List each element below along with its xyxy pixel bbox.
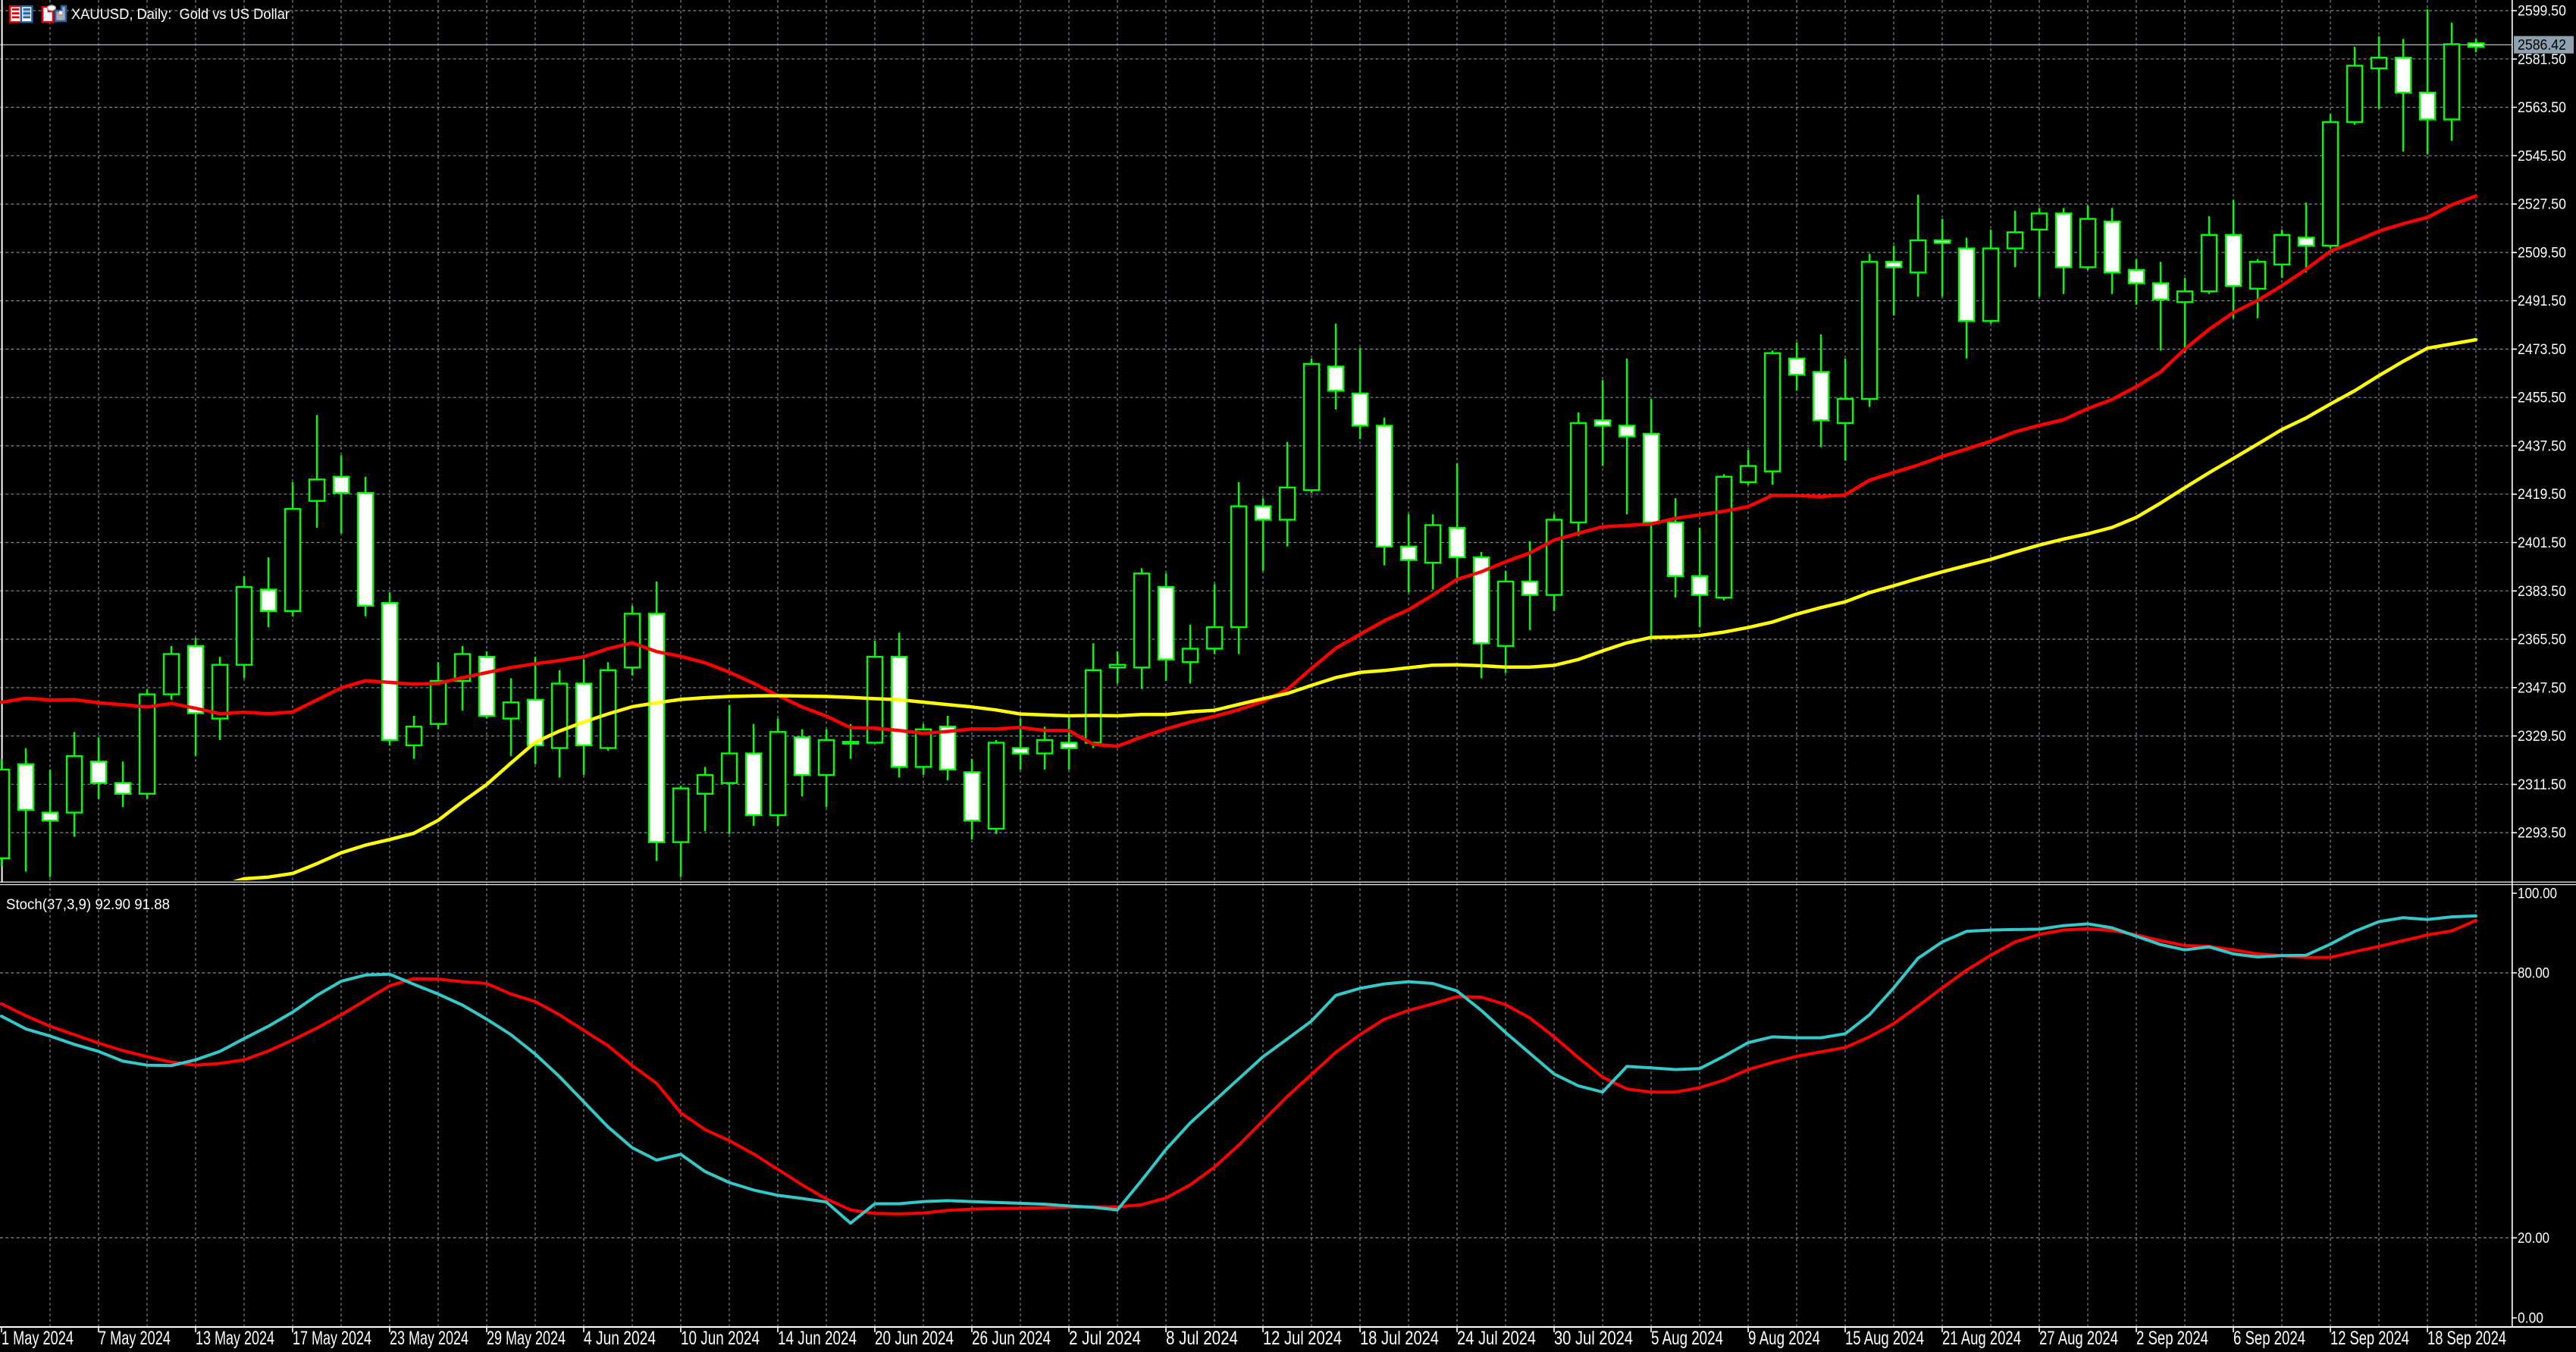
svg-text:2419.50: 2419.50	[2518, 487, 2566, 503]
svg-text:8 Jul 2024: 8 Jul 2024	[1166, 1328, 1238, 1348]
svg-text:6 Sep 2024: 6 Sep 2024	[2233, 1328, 2305, 1348]
svg-text:29 May 2024: 29 May 2024	[487, 1328, 566, 1348]
svg-text:18 Jul 2024: 18 Jul 2024	[1360, 1328, 1439, 1348]
svg-text:2293.50: 2293.50	[2518, 826, 2566, 842]
svg-text:2563.50: 2563.50	[2518, 100, 2566, 116]
svg-text:2311.50: 2311.50	[2518, 777, 2566, 793]
svg-text:0.00: 0.00	[2518, 1311, 2543, 1327]
svg-text:5 Aug 2024: 5 Aug 2024	[1651, 1328, 1723, 1348]
svg-text:2401.50: 2401.50	[2518, 535, 2566, 551]
svg-text:30 Jul 2024: 30 Jul 2024	[1554, 1328, 1633, 1348]
svg-text:9 Aug 2024: 9 Aug 2024	[1748, 1328, 1820, 1348]
svg-text:2545.50: 2545.50	[2518, 149, 2566, 165]
svg-text:2329.50: 2329.50	[2518, 729, 2566, 745]
svg-text:2527.50: 2527.50	[2518, 197, 2566, 213]
svg-text:2365.50: 2365.50	[2518, 632, 2566, 648]
svg-text:2586.42: 2586.42	[2518, 38, 2566, 54]
svg-text:20 Jun 2024: 20 Jun 2024	[875, 1328, 954, 1348]
svg-text:7 May 2024: 7 May 2024	[99, 1328, 171, 1348]
svg-text:2599.50: 2599.50	[2518, 4, 2566, 20]
svg-text:26 Jun 2024: 26 Jun 2024	[972, 1328, 1051, 1348]
svg-text:1 May 2024: 1 May 2024	[2, 1328, 74, 1348]
svg-text:13 May 2024: 13 May 2024	[196, 1328, 274, 1348]
svg-text:2347.50: 2347.50	[2518, 680, 2566, 696]
svg-text:2581.50: 2581.50	[2518, 52, 2566, 67]
svg-text:10 Jun 2024: 10 Jun 2024	[681, 1328, 760, 1348]
svg-text:2 Sep 2024: 2 Sep 2024	[2136, 1328, 2208, 1348]
svg-text:27 Aug 2024: 27 Aug 2024	[2039, 1328, 2118, 1348]
svg-text:21 Aug 2024: 21 Aug 2024	[1942, 1328, 2021, 1348]
svg-text:2491.50: 2491.50	[2518, 293, 2566, 309]
svg-text:17 May 2024: 17 May 2024	[293, 1328, 371, 1348]
svg-text:23 May 2024: 23 May 2024	[390, 1328, 469, 1348]
svg-text:20.00: 20.00	[2518, 1231, 2549, 1247]
svg-text:15 Aug 2024: 15 Aug 2024	[1845, 1328, 1924, 1348]
svg-text:12 Jul 2024: 12 Jul 2024	[1263, 1328, 1342, 1348]
svg-text:80.00: 80.00	[2518, 966, 2549, 982]
svg-text:Stoch(37,3,9) 92.90 91.88: Stoch(37,3,9) 92.90 91.88	[6, 897, 170, 913]
svg-text:24 Jul 2024: 24 Jul 2024	[1457, 1328, 1536, 1348]
svg-text:2473.50: 2473.50	[2518, 342, 2566, 358]
svg-text:XAUUSD, Daily: Gold vs US Dol: XAUUSD, Daily: Gold vs US Dollar	[71, 6, 290, 23]
svg-text:2509.50: 2509.50	[2518, 245, 2566, 261]
svg-text:14 Jun 2024: 14 Jun 2024	[778, 1328, 857, 1348]
svg-text:100.00: 100.00	[2518, 886, 2557, 902]
svg-text:12 Sep 2024: 12 Sep 2024	[2330, 1328, 2409, 1348]
svg-text:18 Sep 2024: 18 Sep 2024	[2427, 1328, 2506, 1348]
svg-text:2383.50: 2383.50	[2518, 584, 2566, 600]
svg-text:2455.50: 2455.50	[2518, 391, 2566, 406]
svg-text:2437.50: 2437.50	[2518, 438, 2566, 454]
svg-text:4 Jun 2024: 4 Jun 2024	[584, 1328, 656, 1348]
svg-text:2 Jul 2024: 2 Jul 2024	[1069, 1328, 1141, 1348]
